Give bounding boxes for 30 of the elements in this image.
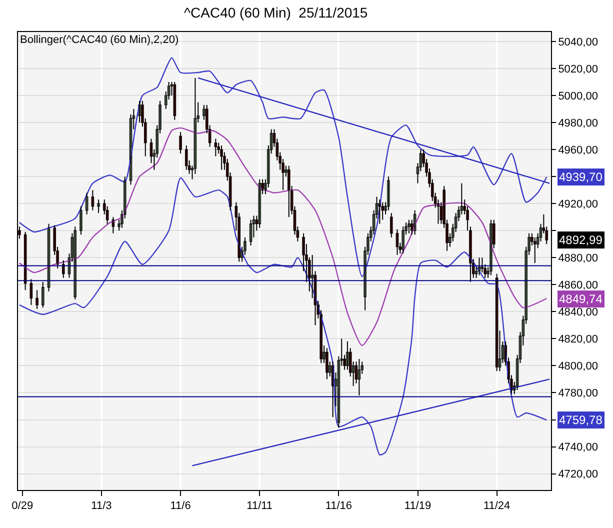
y-tick-label: 4740,00 xyxy=(558,442,598,454)
y-tick-label: 4800,00 xyxy=(558,360,598,373)
y-tick-label: 4980,00 xyxy=(558,117,598,130)
x-tick-label: 11/19 xyxy=(404,500,432,512)
y-tick-label: 4880,00 xyxy=(558,252,598,264)
chart-title: ^CAC40 (60 Min) 25/11/2015 xyxy=(184,4,368,21)
annotation: Bollinger(^CAC40 (60 Min),2,20) xyxy=(20,34,179,46)
line-series xyxy=(18,57,548,278)
y-tick-label: 4920,00 xyxy=(558,198,598,210)
y-tick-label: 5020,00 xyxy=(558,63,598,76)
x-tick-label: 11/16 xyxy=(325,500,352,512)
x-tick-label: 11/6 xyxy=(170,500,191,512)
y-tick-label: 4960,00 xyxy=(558,144,598,156)
x-tick-label: 11/11 xyxy=(246,500,273,512)
line-series xyxy=(18,177,548,456)
y-tick-label: 4820,00 xyxy=(558,334,598,346)
x-tick-label: 0/29 xyxy=(12,500,34,512)
y-tick-label: 5040,00 xyxy=(558,36,598,48)
y-tick-label: 4720,00 xyxy=(558,468,598,481)
y-tick-label: 4840,00 xyxy=(558,306,598,319)
data-label: 4759,78 xyxy=(559,413,603,427)
y-tick-label: 5000,00 xyxy=(558,90,598,102)
x-tick-label: 11/24 xyxy=(483,500,510,512)
x-tick-label: 11/3 xyxy=(91,500,112,512)
line-series xyxy=(18,127,548,346)
data-label: 4939,70 xyxy=(559,170,603,184)
text: 4892,99 xyxy=(559,233,602,247)
y-tick-label: 4780,00 xyxy=(558,388,598,400)
data-label: 4849,74 xyxy=(559,292,603,306)
y-tick-label: 4860,00 xyxy=(558,279,598,292)
